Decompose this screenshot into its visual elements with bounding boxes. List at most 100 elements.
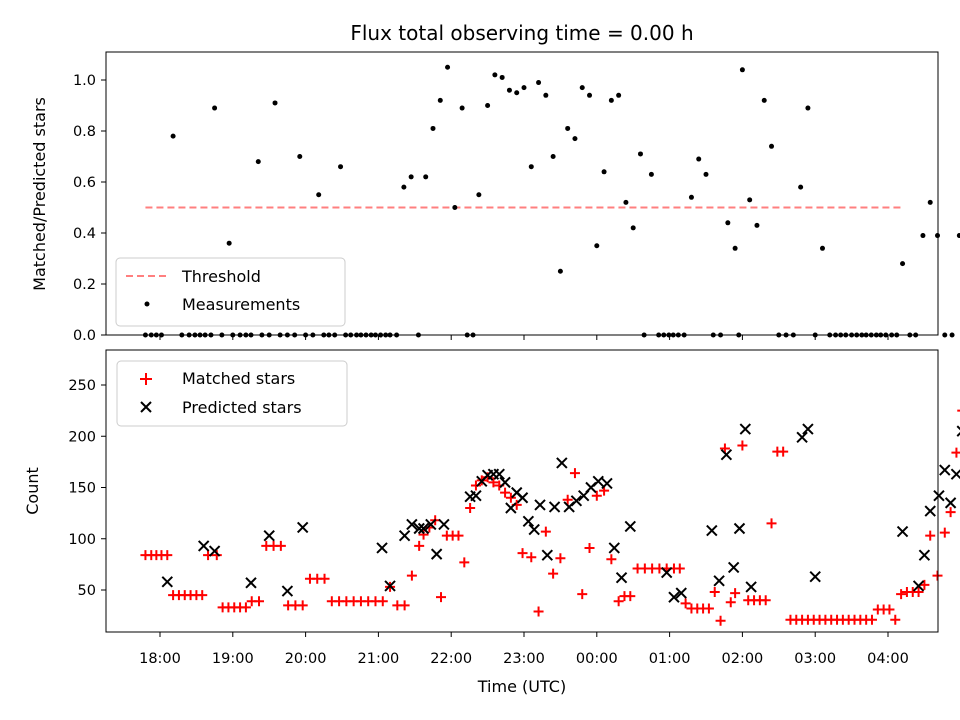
measurement-point	[648, 171, 654, 177]
matched-point	[606, 554, 617, 565]
measurement-point	[956, 233, 960, 239]
bottom-axes-frame	[105, 349, 939, 633]
x-tick-label: 22:00	[430, 651, 472, 667]
predicted-point	[470, 489, 482, 502]
matched-point	[418, 529, 429, 540]
measurement-point	[476, 192, 482, 198]
predicted-point	[739, 423, 752, 435]
measurement-point	[423, 174, 429, 180]
predicted-point	[570, 495, 583, 507]
measurement-point	[543, 92, 549, 98]
predicted-point	[406, 518, 418, 531]
measurement-point	[769, 143, 775, 149]
matched-point	[414, 540, 425, 551]
measurement-point	[761, 97, 767, 103]
measurement-point	[408, 174, 414, 180]
predicted-point	[956, 425, 960, 437]
predicted-point	[296, 521, 309, 534]
matched-point	[488, 477, 499, 488]
matched-point	[211, 550, 222, 561]
bottom-y-tick-label: 200	[68, 429, 96, 445]
matched-point	[540, 526, 551, 537]
chart-title: Flux total observing time = 0.00 h	[350, 21, 693, 45]
top-y-tick-label: 0.6	[73, 175, 96, 191]
top-y-tick-label: 1.0	[73, 73, 96, 89]
measurement-point	[630, 225, 636, 231]
matched-point	[730, 588, 741, 599]
measurement-point	[587, 92, 593, 98]
measurement-point	[297, 154, 303, 159]
matched-point	[709, 587, 720, 598]
legend-matched-label: Matched stars	[182, 369, 295, 388]
measurement-point	[579, 85, 585, 91]
matched-point	[470, 480, 481, 491]
predicted-point	[384, 580, 396, 592]
predicted-point	[208, 545, 221, 557]
measurement-point	[452, 205, 458, 210]
predicted-point	[376, 542, 388, 554]
x-tick-label: 18:00	[139, 651, 181, 667]
matched-point	[591, 490, 602, 501]
predicted-point	[417, 522, 430, 535]
measurement-point	[616, 92, 622, 98]
matched-point	[715, 615, 726, 626]
x-tick-label: 00:00	[576, 651, 618, 667]
legend-matched-swatch	[140, 373, 152, 385]
matched-point	[896, 589, 907, 600]
predicted-point	[425, 518, 437, 531]
x-tick-label: 04:00	[867, 651, 909, 667]
matched-point	[913, 587, 924, 598]
matched-point	[555, 553, 566, 564]
measurement-point	[739, 67, 745, 73]
bottom-legend: Matched stars Predicted stars	[116, 360, 348, 427]
measurement-point	[445, 64, 451, 70]
measurement-point	[754, 222, 760, 228]
matched-point	[526, 552, 537, 563]
predicted-point	[608, 542, 620, 554]
matched-point	[766, 518, 777, 529]
matched-point	[884, 604, 895, 615]
legend-predicted-swatch	[140, 401, 152, 413]
predicted-point	[912, 580, 925, 592]
matched-point	[517, 548, 528, 559]
x-tick-label: 02:00	[722, 651, 764, 667]
measurement-point	[637, 151, 643, 157]
predicted-point	[281, 585, 294, 597]
top-x-ticks	[159, 335, 889, 340]
predicted-point	[263, 529, 275, 542]
measurement-point	[601, 169, 607, 175]
matched-point	[465, 503, 476, 513]
measurement-point	[608, 97, 614, 103]
predicted-point	[675, 587, 687, 599]
matched-point	[737, 440, 748, 451]
predicted-point	[534, 499, 546, 511]
x-tick-label: 19:00	[212, 651, 254, 667]
measurement-point	[920, 233, 926, 239]
measurement-point	[942, 332, 948, 338]
measurement-point	[437, 97, 443, 103]
top-axes-frame	[105, 51, 939, 336]
bottom-y-tick-label: 100	[68, 532, 96, 548]
matched-point	[500, 487, 511, 498]
matched-point	[584, 542, 595, 553]
matched-point	[919, 579, 930, 590]
predicted-point	[505, 502, 517, 514]
predicted-point	[398, 529, 411, 542]
matched-point	[625, 591, 636, 602]
matched-point	[533, 606, 544, 617]
matched-point	[866, 614, 877, 625]
matched-point	[459, 557, 470, 568]
measurement-point	[696, 156, 702, 162]
measurement-point	[725, 220, 731, 226]
measurement-point	[805, 105, 811, 111]
measurement-point	[550, 154, 556, 159]
bottom-x-axis: 18:00 19:00 20:00 21:00 22:00 23:00 00:00 01:00…	[139, 632, 909, 667]
predicted-point	[720, 448, 733, 461]
x-tick-label: 23:00	[503, 651, 545, 667]
legend-measurements-swatch	[144, 301, 150, 307]
matched-point	[319, 573, 330, 584]
matched-point	[254, 596, 265, 607]
matched-point	[725, 597, 736, 608]
x-tick-label: 21:00	[358, 651, 400, 667]
